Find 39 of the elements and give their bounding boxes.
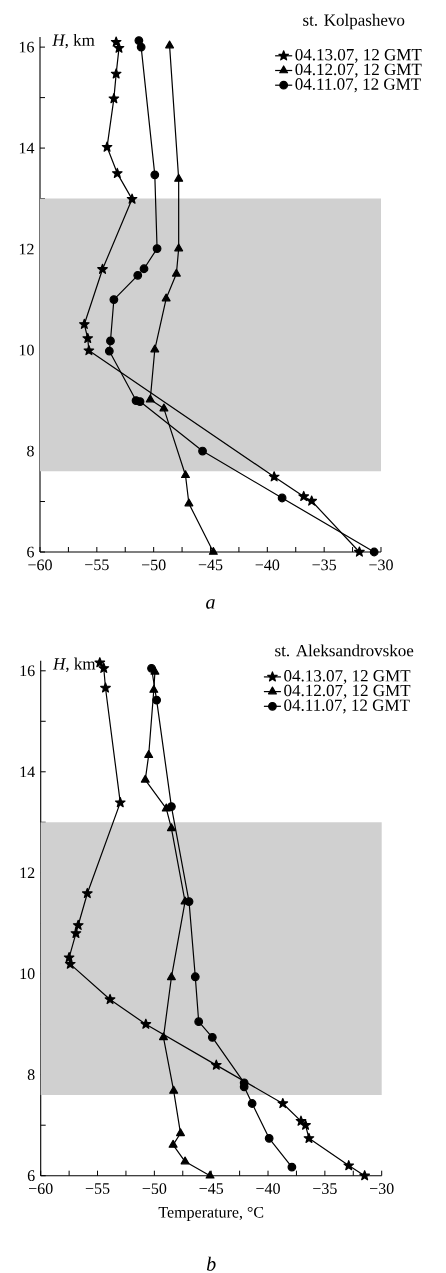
x-tick-label: −55 — [85, 559, 109, 571]
y-tick-label: 14 — [20, 766, 35, 778]
x-tick-label: −35 — [312, 559, 337, 571]
x-tick-label: −40 — [255, 559, 280, 571]
y-axis-title: H, km — [52, 657, 96, 673]
x-tick-label: −45 — [199, 1183, 224, 1194]
y-tick-label: 16 — [19, 41, 34, 53]
legend-title: st. Aleksandrovskoe — [275, 644, 414, 657]
x-tick-label: −40 — [256, 1183, 280, 1195]
x-tick-label: −60 — [28, 559, 52, 571]
y-tick-label: 6 — [27, 546, 34, 558]
y-tick-label: 12 — [19, 243, 34, 255]
x-tick-label: −35 — [313, 1183, 337, 1194]
legend-title: st. Kolpashevo — [303, 13, 405, 30]
text: b — [206, 1256, 216, 1271]
legend-label: 04.12.07, 12 GMT — [284, 684, 411, 699]
x-tick-label: −45 — [198, 559, 223, 571]
y-tick-label: 10 — [19, 344, 34, 356]
text: a — [206, 599, 215, 609]
y-tick-label: 12 — [20, 867, 35, 879]
y-tick-label: 6 — [27, 1170, 35, 1182]
x-tick-label: −30 — [369, 559, 393, 571]
legend-label: 04.13.07, 12 GMT — [295, 48, 422, 63]
x-tick-label: −50 — [141, 559, 166, 571]
x-tick-label: −60 — [28, 1183, 53, 1195]
x-axis-title: Temperature, °C — [158, 1206, 264, 1221]
legend-label: 04.12.07, 12 GMT — [295, 63, 422, 78]
y-tick-label: 10 — [20, 968, 35, 980]
legend-label: 04.11.07, 12 GMT — [284, 699, 410, 714]
y-tick-label: 14 — [19, 142, 35, 154]
legend-label: 04.13.07, 12 GMT — [284, 670, 411, 684]
y-axis-title: H, km — [52, 33, 95, 49]
x-tick-label: −50 — [142, 1183, 167, 1195]
y-tick-label: 8 — [27, 445, 34, 457]
legend-label: 04.11.07, 12 GMT — [295, 78, 421, 93]
y-tick-label: 8 — [27, 1069, 35, 1081]
x-tick-label: −30 — [369, 1183, 394, 1195]
x-tick-label: −55 — [85, 1183, 110, 1194]
y-tick-label: 16 — [20, 665, 35, 677]
